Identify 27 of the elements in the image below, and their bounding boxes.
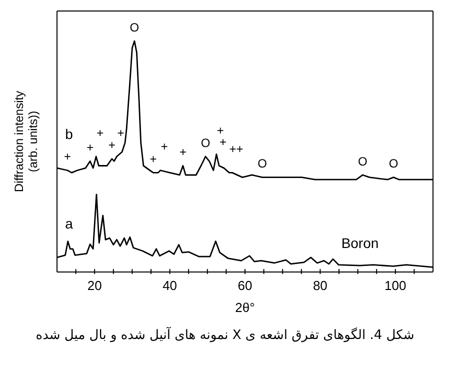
series-label: b — [65, 126, 74, 142]
annotation: O — [388, 156, 398, 171]
x-tick-label: 60 — [238, 278, 252, 293]
x-tick-label: 20 — [87, 278, 102, 293]
y-axis-title: Diffraction intensity (arb. units)) — [12, 90, 40, 192]
text: شکل 4. الگوهای تفرق اشعه ی X نمونه های آنیل شده و بال میل شده — [34, 328, 416, 343]
annotation: Boron — [341, 235, 379, 251]
annotation: + — [160, 140, 168, 154]
x-tick-label: 80 — [312, 278, 328, 293]
annotation: ++ — [229, 142, 244, 156]
annotation: + — [150, 152, 157, 166]
annotation: + — [86, 140, 94, 154]
annotation: + — [220, 135, 227, 150]
annotation: + — [179, 145, 186, 160]
annotation: O — [200, 136, 210, 150]
annotation: + — [108, 138, 116, 152]
x-tick-label: 100 — [384, 278, 406, 293]
annotation: O — [130, 20, 140, 34]
annotation: + — [216, 123, 224, 138]
annotation: + — [117, 126, 124, 140]
annotation: O — [258, 156, 267, 171]
x-tick-label: 40 — [162, 278, 178, 293]
series-label: a — [65, 215, 74, 232]
annotation: + — [96, 126, 104, 140]
annotation: + — [64, 150, 72, 164]
annotation: O — [358, 154, 368, 168]
x-axis-title: 2θ° — [235, 300, 255, 315]
